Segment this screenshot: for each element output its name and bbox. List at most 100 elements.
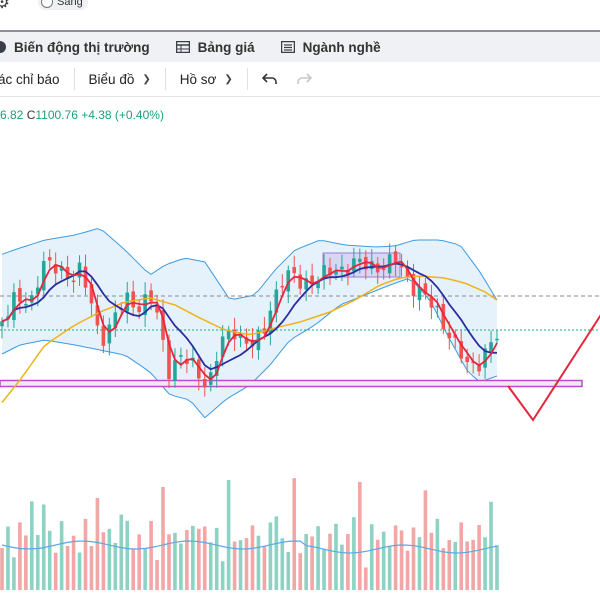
chevron-down-icon: ❯: [224, 73, 233, 85]
volume-bar: [381, 531, 386, 590]
volume-bar: [298, 553, 302, 590]
list-icon: [280, 41, 295, 53]
candle-body: [47, 257, 52, 261]
candle-body: [346, 269, 350, 276]
candle-body: [41, 261, 46, 291]
candle-body: [369, 261, 374, 270]
volume-bar: [185, 530, 189, 590]
volume-bar: [352, 517, 356, 590]
volume-bar: [441, 548, 446, 590]
price-chart[interactable]: [0, 100, 600, 600]
volume-bar: [489, 501, 493, 590]
volume-bar: [59, 521, 64, 590]
volume-bar: [173, 532, 177, 590]
candle-body: [131, 291, 136, 308]
candle-body: [12, 292, 16, 321]
gear-icon[interactable]: ⚙: [0, 0, 11, 12]
candle-body: [316, 281, 320, 289]
candle-body: [411, 273, 416, 297]
volume-bar: [47, 530, 52, 590]
projection-arrow: [507, 314, 600, 422]
volume-bar: [191, 525, 195, 590]
volume-bar: [334, 523, 338, 590]
volume-bar: [363, 567, 368, 590]
globe-icon: [0, 41, 6, 53]
undo-button[interactable]: [261, 72, 278, 86]
volume-bar: [262, 545, 267, 590]
volume-bar: [465, 541, 469, 590]
volume-bar: [429, 532, 434, 590]
toolbar-divider: [164, 68, 166, 90]
indicators-label: ác chỉ báo: [0, 71, 60, 87]
candle-body: [322, 265, 326, 278]
volume-bar: [417, 537, 422, 590]
volume-bar: [483, 537, 487, 590]
candle-body: [77, 262, 82, 278]
nav-item-market-movement[interactable]: Biến động thị trường: [0, 40, 150, 55]
ma-short-line: [1, 260, 498, 381]
volume-bar: [286, 551, 291, 590]
volume-bar: [292, 478, 297, 590]
bollinger-upper-line: [1, 228, 498, 301]
candle-body: [358, 258, 362, 262]
candle-body: [95, 305, 100, 326]
volume-bar: [35, 535, 40, 590]
volume-bar: [24, 535, 28, 590]
candle-body: [274, 289, 279, 313]
candle-body: [435, 305, 440, 308]
indicators-button[interactable]: ác chỉ báo: [0, 72, 60, 87]
nav-item-industries[interactable]: Ngành nghề: [280, 40, 381, 55]
candle-body: [399, 265, 404, 268]
volume-bar: [65, 545, 70, 590]
candle-body: [304, 278, 308, 290]
candle-body: [489, 342, 493, 353]
nav-item-price-board[interactable]: Bảng giá: [175, 40, 255, 55]
volume-bar: [447, 540, 452, 590]
volume-bar: [202, 526, 207, 590]
volume-bar: [12, 557, 16, 590]
volume-bar: [274, 516, 279, 590]
volume-bar: [238, 540, 243, 590]
candle-body: [220, 336, 225, 358]
volume-bar: [358, 481, 362, 590]
volume-bar: [0, 548, 4, 590]
volume-bar: [399, 530, 404, 590]
candle-body: [173, 360, 177, 381]
profile-dropdown[interactable]: Hồ sơ ❯: [180, 72, 233, 87]
candle-body: [59, 266, 64, 271]
candle-body: [35, 287, 40, 295]
theme-toggle[interactable]: Sáng: [38, 0, 88, 10]
volume-bar: [387, 546, 392, 590]
candle-body: [179, 355, 183, 357]
candle-body: [113, 312, 118, 329]
top-bar: ⚙ Sáng: [0, 0, 600, 32]
volume-bar: [411, 527, 416, 590]
candle-body: [417, 287, 422, 301]
volume-bar: [232, 541, 237, 590]
chart-type-dropdown[interactable]: Biểu đồ ❯: [89, 72, 151, 87]
volume-bar: [143, 548, 147, 590]
candle-body: [328, 267, 332, 276]
candle-body: [71, 280, 76, 283]
volume-bar: [6, 526, 10, 590]
candle-body: [310, 275, 314, 285]
candle-body: [250, 339, 255, 347]
volume-bar: [328, 533, 332, 590]
volume-bar: [113, 542, 118, 590]
candle-body: [167, 340, 171, 380]
volume-bar: [304, 533, 308, 590]
volume-bar: [375, 539, 380, 590]
volume-bar: [179, 543, 183, 590]
volume-bar: [471, 539, 475, 590]
volume-bar: [322, 548, 326, 590]
volume-bar: [268, 522, 273, 590]
low-value: 6.82: [0, 108, 24, 122]
volume-bar: [214, 527, 219, 590]
volume-bar: [208, 542, 213, 590]
candle-body: [185, 359, 189, 365]
candle-body: [405, 267, 410, 277]
redo-button[interactable]: [296, 72, 312, 86]
volume-bar: [167, 534, 171, 590]
volume-bar: [310, 536, 314, 590]
candle-body: [447, 332, 452, 339]
